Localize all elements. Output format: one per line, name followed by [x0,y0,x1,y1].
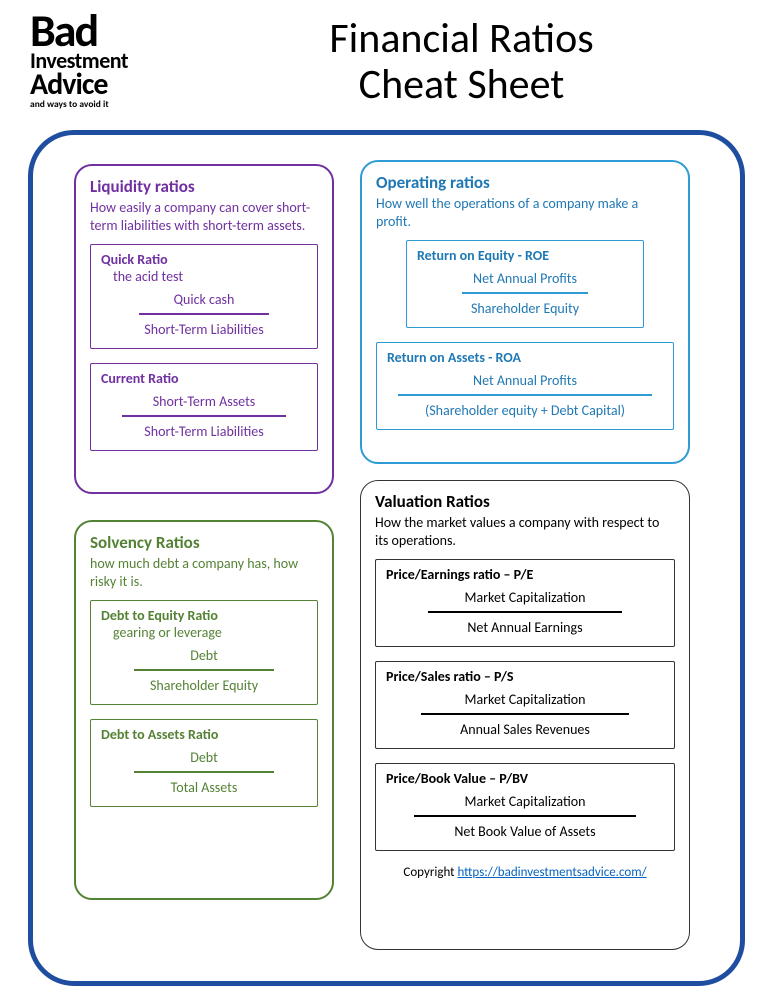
denominator: Short-Term Liabilities [101,421,307,440]
ratio-box: Quick Ratiothe acid test Quick cash Short-… [90,244,318,349]
numerator: Debt [101,647,307,667]
section-title: Operating ratios [376,172,674,193]
ratio-box: Price/Sales ratio – P/S Market Capitaliza… [375,661,675,749]
ratio-name: Price/Book Value – P/BV [386,770,664,787]
section-title: Liquidity ratios [90,176,318,197]
logo: Bad Investment Advice and ways to avoid … [30,12,180,110]
logo-line3: Advice [30,71,180,98]
ratio-name: Quick Ratio [101,251,307,268]
fraction-line [428,611,623,613]
ratio-box: Debt to Assets Ratio Debt Total Assets [90,719,318,807]
numerator: Market Capitalization [386,589,664,609]
fraction: Net Annual Profits (Shareholder equity + … [387,372,663,419]
ratio-box: Price/Book Value – P/BV Market Capitaliza… [375,763,675,851]
denominator: Shareholder Equity [417,298,633,317]
fraction: Short-Term Assets Short-Term Liabilities [101,393,307,440]
page-title: Financial RatiosCheat Sheet [180,12,743,108]
fraction-line [134,771,274,773]
ratio-box: Price/Earnings ratio – P/E Market Capital… [375,559,675,647]
denominator: Total Assets [101,777,307,796]
numerator: Quick cash [101,291,307,311]
fraction-line [398,394,652,396]
fraction-line [462,292,587,294]
valuation-section: Valuation RatiosHow the market values a … [360,480,690,950]
fraction: Debt Total Assets [101,749,307,796]
denominator: Net Book Value of Assets [386,821,664,840]
section-title: Valuation Ratios [375,491,675,512]
numerator: Market Capitalization [386,793,664,813]
section-title: Solvency Ratios [90,532,318,553]
numerator: Short-Term Assets [101,393,307,413]
ratio-name: Debt to Equity Ratio [101,607,307,624]
copyright: Copyright https://badinvestmentsadvice.c… [375,865,675,880]
fraction-line [414,815,636,817]
ratio-name: Return on Assets - ROA [387,349,663,366]
denominator: Net Annual Earnings [386,617,664,636]
logo-tagline: and ways to avoid it [30,98,180,110]
numerator: Net Annual Profits [387,372,663,392]
operating-section: Operating ratiosHow well the operations … [360,160,690,464]
ratio-name: Price/Sales ratio – P/S [386,668,664,685]
fraction-line [421,713,630,715]
fraction-line [122,415,287,417]
denominator: Annual Sales Revenues [386,719,664,738]
liquidity-section: Liquidity ratiosHow easily a company can… [74,164,334,494]
denominator: (Shareholder equity + Debt Capital) [387,400,663,419]
numerator: Net Annual Profits [417,270,633,290]
ratio-name: Price/Earnings ratio – P/E [386,566,664,583]
numerator: Debt [101,749,307,769]
ratio-box: Current RatioShort-Term AssetsShort-Term… [90,363,318,451]
section-desc: How the market values a company with res… [375,514,675,549]
fraction: Market Capitalization Annual Sales Revenu… [386,691,664,738]
fraction-line [134,669,274,671]
ratio-name: Current Ratio [101,370,307,387]
ratio-subtitle: the acid test [113,268,307,285]
logo-line1: Bad [30,12,180,51]
fraction: Net Annual Profits Shareholder Equity [417,270,633,317]
ratio-name: Return on Equity - ROE [417,247,633,264]
section-desc: how much debt a company has, how risky i… [90,555,318,590]
ratio-box: Return on Equity - ROE Net Annual Profits… [406,240,644,328]
fraction: Debt Shareholder Equity [101,647,307,694]
content-grid: Liquidity ratiosHow easily a company can… [50,150,723,970]
denominator: Shareholder Equity [101,675,307,694]
denominator: Short-Term Liabilities [101,319,307,338]
fraction: Market Capitalization Net Book Value of A… [386,793,664,840]
header: Bad Investment Advice and ways to avoid … [0,0,773,110]
section-desc: How easily a company can cover short-ter… [90,199,318,234]
ratio-box: Debt to Equity Ratiogearing or leverage D… [90,600,318,705]
fraction: Quick cash Short-Term Liabilities [101,291,307,338]
ratio-subtitle: gearing or leverage [113,624,307,641]
numerator: Market Capitalization [386,691,664,711]
section-desc: How well the operations of a company mak… [376,195,674,230]
fraction: Market Capitalization Net Annual Earnings [386,589,664,636]
solvency-section: Solvency Ratioshow much debt a company h… [74,520,334,900]
ratio-name: Debt to Assets Ratio [101,726,307,743]
ratio-box: Return on Assets - ROA Net Annual Profits… [376,342,674,430]
copyright-link[interactable]: https://badinvestmentsadvice.com/ [457,865,646,880]
fraction-line [139,313,269,315]
